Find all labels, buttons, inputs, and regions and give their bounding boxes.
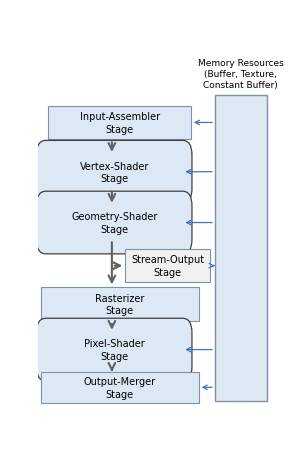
- FancyBboxPatch shape: [36, 319, 192, 381]
- FancyBboxPatch shape: [215, 95, 267, 401]
- Text: Input-Assembler
Stage: Input-Assembler Stage: [80, 112, 160, 134]
- Text: Memory Resources
(Buffer, Texture,
Constant Buffer): Memory Resources (Buffer, Texture, Const…: [198, 59, 283, 90]
- FancyBboxPatch shape: [36, 192, 192, 254]
- FancyBboxPatch shape: [41, 288, 199, 321]
- Text: Vertex-Shader
Stage: Vertex-Shader Stage: [80, 161, 149, 183]
- Text: Stream-Output
Stage: Stream-Output Stage: [131, 255, 204, 277]
- FancyBboxPatch shape: [36, 141, 192, 204]
- FancyBboxPatch shape: [48, 106, 191, 140]
- Text: Output-Merger
Stage: Output-Merger Stage: [84, 376, 156, 399]
- Text: Rasterizer
Stage: Rasterizer Stage: [95, 294, 144, 316]
- FancyBboxPatch shape: [41, 372, 199, 403]
- Text: Pixel-Shader
Stage: Pixel-Shader Stage: [84, 338, 144, 361]
- Text: Geometry-Shader
Stage: Geometry-Shader Stage: [71, 212, 157, 234]
- FancyBboxPatch shape: [125, 250, 210, 282]
